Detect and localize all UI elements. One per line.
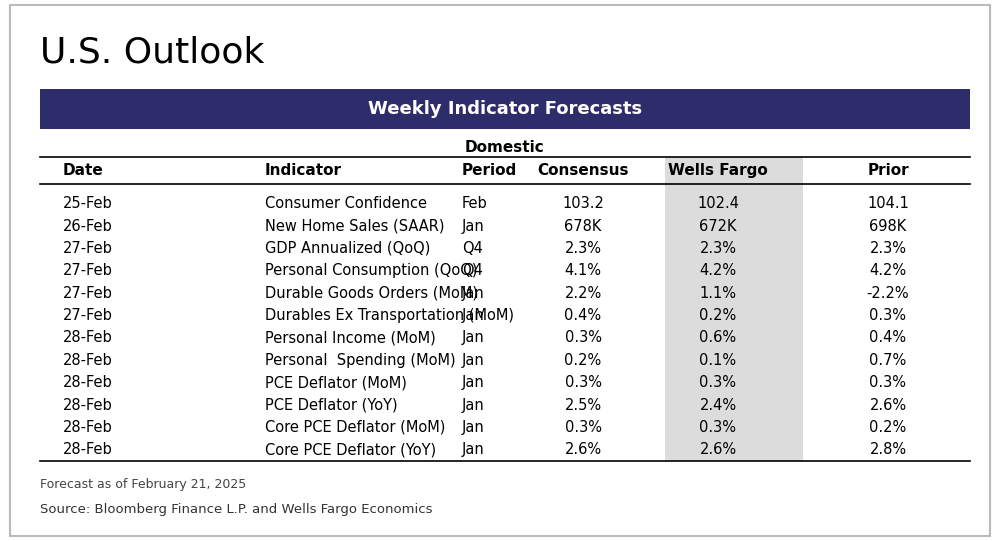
Text: Feb: Feb bbox=[462, 196, 488, 212]
Text: Personal Consumption (QoQ): Personal Consumption (QoQ) bbox=[265, 263, 478, 279]
Text: 28-Feb: 28-Feb bbox=[63, 353, 113, 368]
Text: 28-Feb: 28-Feb bbox=[63, 442, 113, 457]
Text: PCE Deflator (MoM): PCE Deflator (MoM) bbox=[265, 375, 407, 390]
Text: Consensus: Consensus bbox=[537, 163, 629, 178]
Text: Jan: Jan bbox=[462, 308, 485, 323]
Text: Prior: Prior bbox=[867, 163, 909, 178]
Text: 28-Feb: 28-Feb bbox=[63, 375, 113, 390]
Text: 28-Feb: 28-Feb bbox=[63, 398, 113, 413]
Text: 28-Feb: 28-Feb bbox=[63, 331, 113, 346]
Text: Jan: Jan bbox=[462, 442, 485, 457]
Text: Jan: Jan bbox=[462, 375, 485, 390]
Text: 678K: 678K bbox=[564, 219, 602, 234]
Text: 102.4: 102.4 bbox=[697, 196, 739, 212]
Text: Personal Income (MoM): Personal Income (MoM) bbox=[265, 331, 436, 346]
Text: 27-Feb: 27-Feb bbox=[63, 308, 113, 323]
Text: Source: Bloomberg Finance L.P. and Wells Fargo Economics: Source: Bloomberg Finance L.P. and Wells… bbox=[40, 503, 432, 516]
Text: 4.2%: 4.2% bbox=[699, 263, 737, 279]
Text: Jan: Jan bbox=[462, 219, 485, 234]
Text: Q4: Q4 bbox=[462, 241, 483, 256]
Text: 2.6%: 2.6% bbox=[699, 442, 737, 457]
Text: 2.3%: 2.3% bbox=[870, 241, 906, 256]
Bar bbox=[665, 157, 803, 461]
Text: 698K: 698K bbox=[869, 219, 907, 234]
Text: New Home Sales (SAAR): New Home Sales (SAAR) bbox=[265, 219, 444, 234]
Text: 27-Feb: 27-Feb bbox=[63, 263, 113, 279]
Text: 2.4%: 2.4% bbox=[699, 398, 737, 413]
Text: 1.1%: 1.1% bbox=[700, 286, 736, 301]
Text: -2.2%: -2.2% bbox=[867, 286, 909, 301]
Text: 0.2%: 0.2% bbox=[699, 308, 737, 323]
Text: 27-Feb: 27-Feb bbox=[63, 241, 113, 256]
Text: Domestic: Domestic bbox=[465, 140, 545, 155]
Text: U.S. Outlook: U.S. Outlook bbox=[40, 35, 264, 69]
Text: Jan: Jan bbox=[462, 286, 485, 301]
Text: 0.2%: 0.2% bbox=[564, 353, 602, 368]
Text: 0.2%: 0.2% bbox=[869, 420, 907, 435]
Text: Core PCE Deflator (YoY): Core PCE Deflator (YoY) bbox=[265, 442, 436, 457]
Text: Date: Date bbox=[63, 163, 104, 178]
Text: 0.7%: 0.7% bbox=[869, 353, 907, 368]
Text: 4.2%: 4.2% bbox=[869, 263, 907, 279]
Text: GDP Annualized (QoQ): GDP Annualized (QoQ) bbox=[265, 241, 430, 256]
Text: 104.1: 104.1 bbox=[867, 196, 909, 212]
Text: 0.3%: 0.3% bbox=[564, 375, 602, 390]
Text: 0.3%: 0.3% bbox=[564, 420, 602, 435]
Text: 0.4%: 0.4% bbox=[564, 308, 602, 323]
Text: 0.1%: 0.1% bbox=[699, 353, 737, 368]
Text: 2.6%: 2.6% bbox=[564, 442, 602, 457]
Text: 4.1%: 4.1% bbox=[564, 263, 602, 279]
Text: Weekly Indicator Forecasts: Weekly Indicator Forecasts bbox=[368, 100, 642, 118]
Text: 2.3%: 2.3% bbox=[700, 241, 736, 256]
Text: 2.8%: 2.8% bbox=[869, 442, 907, 457]
Text: 26-Feb: 26-Feb bbox=[63, 219, 113, 234]
Text: Jan: Jan bbox=[462, 398, 485, 413]
Text: Jan: Jan bbox=[462, 420, 485, 435]
Text: Personal  Spending (MoM): Personal Spending (MoM) bbox=[265, 353, 456, 368]
Text: 28-Feb: 28-Feb bbox=[63, 420, 113, 435]
Text: Forecast as of February 21, 2025: Forecast as of February 21, 2025 bbox=[40, 478, 246, 491]
Text: Jan: Jan bbox=[462, 331, 485, 346]
Text: PCE Deflator (YoY): PCE Deflator (YoY) bbox=[265, 398, 398, 413]
Text: 2.3%: 2.3% bbox=[564, 241, 602, 256]
Text: 0.6%: 0.6% bbox=[699, 331, 737, 346]
Text: 0.3%: 0.3% bbox=[870, 375, 906, 390]
Text: 25-Feb: 25-Feb bbox=[63, 196, 113, 212]
Text: Jan: Jan bbox=[462, 353, 485, 368]
Text: Period: Period bbox=[462, 163, 517, 178]
Text: 103.2: 103.2 bbox=[562, 196, 604, 212]
Text: Consumer Confidence: Consumer Confidence bbox=[265, 196, 427, 212]
Text: 0.3%: 0.3% bbox=[564, 331, 602, 346]
Text: 2.6%: 2.6% bbox=[869, 398, 907, 413]
Text: Wells Fargo: Wells Fargo bbox=[668, 163, 768, 178]
Text: 672K: 672K bbox=[699, 219, 737, 234]
Bar bbox=[40, 89, 970, 129]
Text: 0.4%: 0.4% bbox=[869, 331, 907, 346]
Text: 0.3%: 0.3% bbox=[870, 308, 906, 323]
Text: Durables Ex Transportation (MoM): Durables Ex Transportation (MoM) bbox=[265, 308, 514, 323]
Text: 0.3%: 0.3% bbox=[700, 375, 736, 390]
Text: Q4: Q4 bbox=[462, 263, 483, 279]
Text: Core PCE Deflator (MoM): Core PCE Deflator (MoM) bbox=[265, 420, 445, 435]
Text: 2.2%: 2.2% bbox=[564, 286, 602, 301]
Text: 2.5%: 2.5% bbox=[564, 398, 602, 413]
Text: 27-Feb: 27-Feb bbox=[63, 286, 113, 301]
Text: Indicator: Indicator bbox=[265, 163, 342, 178]
Text: 0.3%: 0.3% bbox=[700, 420, 736, 435]
Text: Durable Goods Orders (MoM): Durable Goods Orders (MoM) bbox=[265, 286, 478, 301]
